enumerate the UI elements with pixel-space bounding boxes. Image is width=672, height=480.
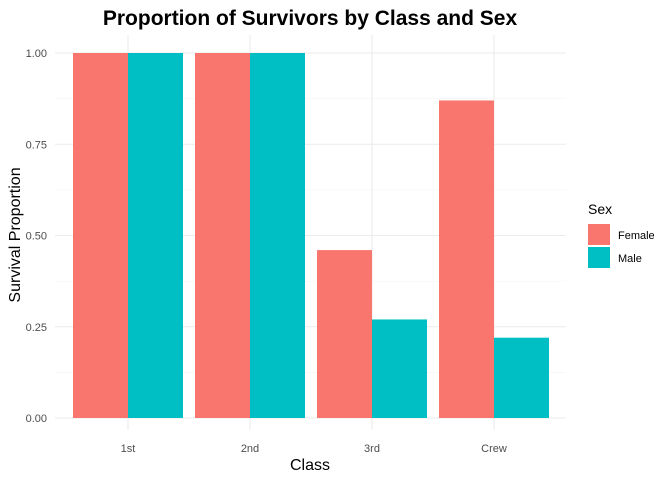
y-tick-label: 1.00 xyxy=(26,48,47,60)
bar-female-3rd xyxy=(317,250,372,418)
bars xyxy=(73,53,549,418)
legend: Sex Female Male xyxy=(588,201,655,268)
bar-male-3rd xyxy=(372,319,427,418)
bar-male-2nd xyxy=(250,53,305,418)
bar-female-1st xyxy=(73,53,128,418)
y-tick-label: 0.50 xyxy=(26,231,47,243)
bar-female-2nd xyxy=(195,53,250,418)
legend-key-female xyxy=(588,224,610,245)
x-tick-labels: 1st 2nd 3rd Crew xyxy=(121,443,507,455)
y-tick-label: 0.25 xyxy=(26,322,47,334)
x-axis-title: Class xyxy=(290,457,330,474)
bar-female-crew xyxy=(439,100,494,418)
legend-items: Female Male xyxy=(588,224,655,268)
bar-male-crew xyxy=(494,337,549,418)
chart-title: Proportion of Survivors by Class and Sex xyxy=(103,7,518,30)
bar-male-1st xyxy=(128,53,183,418)
y-tick-labels: 0.00 0.25 0.50 0.75 1.00 xyxy=(26,48,47,425)
legend-label-female: Female xyxy=(618,230,655,242)
legend-label-male: Male xyxy=(618,253,642,265)
x-tick-label: 3rd xyxy=(364,443,380,455)
x-tick-label: 1st xyxy=(121,443,136,455)
legend-title: Sex xyxy=(588,201,612,217)
y-tick-label: 0.75 xyxy=(26,139,47,151)
x-tick-label: Crew xyxy=(481,443,507,455)
y-axis-title: Survival Proportion xyxy=(7,167,24,302)
y-tick-label: 0.00 xyxy=(26,413,47,425)
x-tick-label: 2nd xyxy=(241,443,259,455)
legend-key-male xyxy=(588,247,610,268)
